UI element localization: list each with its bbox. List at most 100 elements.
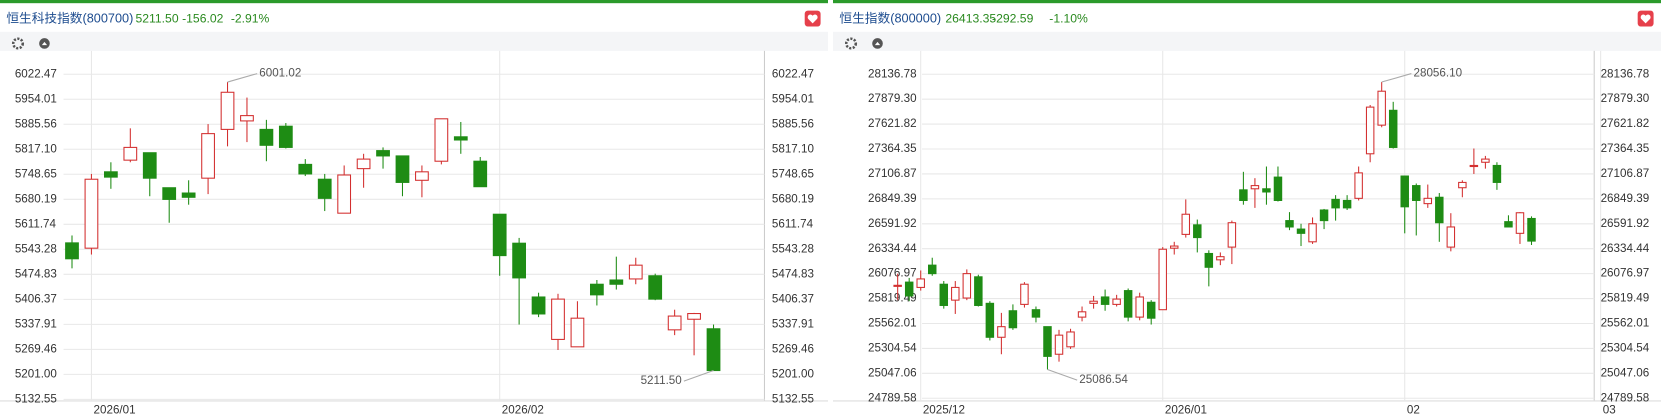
- quote-value: -292.59: [992, 11, 1034, 25]
- candle-body: [65, 242, 79, 260]
- candle-body: [278, 125, 293, 148]
- annotation-label: 6001.02: [259, 67, 301, 80]
- y-tick-label: 27879.30: [1601, 92, 1650, 105]
- y-tick-label: 6022.47: [772, 67, 814, 80]
- candle-body: [1239, 189, 1248, 201]
- candle-body: [1377, 90, 1386, 126]
- y-tick-label: 5611.74: [772, 217, 814, 230]
- candle-body: [974, 276, 983, 306]
- annotation-label: 25086.54: [1079, 373, 1128, 386]
- candle-body: [1273, 176, 1283, 201]
- candle-body: [1100, 296, 1110, 305]
- settings-button[interactable]: [11, 37, 25, 50]
- candle-body: [1170, 245, 1179, 249]
- settings-button[interactable]: [844, 37, 858, 50]
- candle-body: [1469, 164, 1479, 168]
- candle-body: [1089, 300, 1098, 304]
- candle-body: [648, 275, 663, 300]
- candle-body: [1008, 310, 1018, 329]
- chart-panel: 恒生指数(800000) 26413.35-292.59 -1.10% 28136.7…: [833, 0, 1661, 417]
- y-tick-label: 26334.44: [1601, 242, 1650, 255]
- candle-body: [1193, 224, 1202, 239]
- quote-value: -156.02: [182, 11, 223, 25]
- y-tick-label: 5132.55: [15, 392, 57, 405]
- y-tick-label: 5406.37: [772, 292, 814, 305]
- y-tick-label: 5474.83: [15, 267, 57, 280]
- candle-body: [1492, 164, 1502, 183]
- y-tick-label: 5680.19: [772, 192, 814, 205]
- y-tick-label: 5474.83: [772, 267, 814, 280]
- candle-body: [1285, 220, 1294, 228]
- candle-body: [1031, 309, 1041, 318]
- candle-body: [415, 171, 429, 181]
- candle-body: [1458, 181, 1467, 189]
- candle-body: [1308, 223, 1317, 243]
- candle-body: [317, 178, 332, 199]
- y-tick-label: 26334.44: [868, 242, 917, 255]
- candle-body: [220, 91, 235, 130]
- candle-body: [1515, 212, 1525, 234]
- y-tick-label: 5611.74: [15, 217, 57, 230]
- candle-body: [1446, 226, 1456, 248]
- candle-body: [916, 278, 925, 288]
- candle-body: [1216, 256, 1225, 261]
- candle-body: [1077, 311, 1087, 318]
- candle-body: [376, 150, 390, 157]
- quote-value: 26413.35: [945, 11, 996, 25]
- y-tick-label: 5543.28: [772, 242, 814, 255]
- candle-body: [1066, 331, 1075, 348]
- candle-body: [473, 160, 488, 188]
- y-tick-label: 5201.00: [772, 367, 815, 380]
- candle-body: [512, 242, 527, 279]
- y-tick-label: 27879.30: [868, 92, 917, 105]
- candle-body: [1365, 106, 1375, 155]
- candle-body: [259, 128, 274, 146]
- annotation-leader: [1047, 369, 1078, 381]
- y-tick-label: 25819.49: [1601, 292, 1650, 305]
- y-tick-label: 5680.19: [15, 192, 57, 205]
- candle-body: [531, 296, 546, 315]
- candle-body: [1331, 198, 1340, 209]
- y-tick-label: 26849.39: [1601, 192, 1650, 205]
- y-tick-label: 5748.65: [772, 167, 814, 180]
- candle-body: [1020, 283, 1029, 305]
- candle-body: [1054, 334, 1064, 355]
- candle-body: [395, 155, 410, 183]
- candle-body: [904, 281, 914, 297]
- y-tick-label: 24789.58: [1601, 391, 1650, 404]
- y-tick-label: 27364.35: [868, 142, 917, 155]
- y-tick-label: 28136.78: [1601, 67, 1650, 80]
- candle-body: [687, 313, 701, 320]
- candle-body: [951, 286, 960, 301]
- y-tick-label: 5954.01: [15, 92, 57, 105]
- candle-body: [142, 152, 157, 179]
- candle-body: [1123, 290, 1133, 318]
- annotation-leader: [227, 73, 258, 83]
- y-tick-label: 5954.01: [772, 92, 814, 105]
- x-tick-label: 2026/01: [1165, 404, 1207, 417]
- y-tick-label: 5201.00: [15, 367, 58, 380]
- y-tick-label: 27106.87: [868, 167, 917, 180]
- x-tick-label: 03: [1603, 404, 1616, 417]
- y-tick-label: 5337.91: [15, 317, 57, 330]
- candle-body: [1043, 326, 1052, 357]
- toolbar: [833, 31, 1661, 51]
- quote-value: -1.10%: [1049, 11, 1088, 25]
- candle-body: [1135, 296, 1144, 318]
- candle-body: [667, 315, 682, 331]
- candle-body: [1435, 196, 1444, 224]
- candle-body: [84, 178, 99, 249]
- y-tick-label: 25304.54: [1601, 341, 1650, 354]
- quote-value: 5211.50: [136, 11, 179, 25]
- collapse-icon: [41, 41, 48, 46]
- y-tick-label: 5817.10: [15, 142, 58, 155]
- y-tick-label: 25047.06: [868, 366, 917, 379]
- candle-body: [551, 298, 565, 340]
- annotation-leader: [1381, 73, 1412, 83]
- y-tick-label: 26076.97: [868, 267, 917, 280]
- candle-body: [1527, 217, 1536, 242]
- candle-body: [609, 279, 624, 285]
- annotation-label: 5211.50: [641, 374, 683, 387]
- candle-body: [985, 302, 995, 338]
